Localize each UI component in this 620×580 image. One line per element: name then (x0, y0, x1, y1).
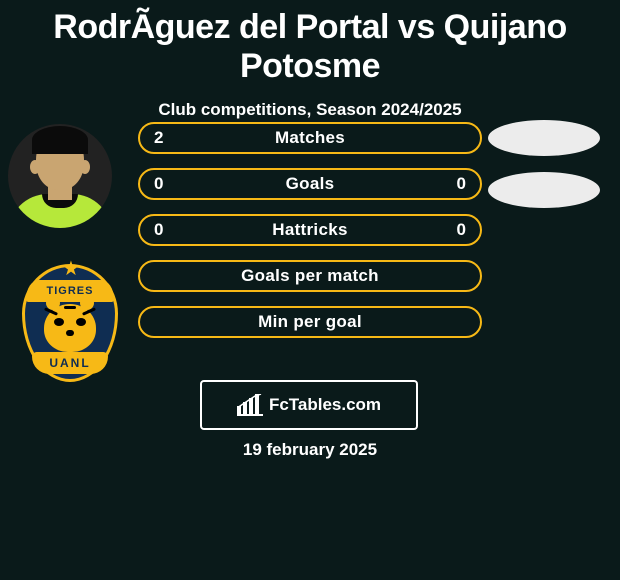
date-label: 19 february 2025 (0, 440, 620, 460)
stat-row-matches: 2 Matches (138, 122, 482, 154)
stat-label: Hattricks (272, 220, 347, 240)
player-avatar-right-placeholder (488, 120, 600, 156)
stat-label: Matches (275, 128, 345, 148)
stat-right-value: 0 (457, 174, 466, 194)
player-avatar-left (8, 124, 112, 228)
subtitle: Club competitions, Season 2024/2025 (0, 100, 620, 120)
stat-left-value: 0 (154, 220, 163, 240)
brand-text: FcTables.com (269, 395, 381, 415)
stat-left-value: 2 (154, 128, 163, 148)
crest-top-text: TIGRES (26, 280, 114, 302)
star-icon: ★ (62, 258, 80, 281)
stat-row-goals-per-match: Goals per match (138, 260, 482, 292)
tiger-icon (44, 304, 96, 352)
stat-label: Min per goal (258, 312, 362, 332)
stat-left-value: 0 (154, 174, 163, 194)
brand-badge[interactable]: FcTables.com (200, 380, 418, 430)
stat-label: Goals (286, 174, 335, 194)
stat-right-value: 0 (457, 220, 466, 240)
stat-label: Goals per match (241, 266, 379, 286)
comparison-card: RodrÃ­guez del Portal vs Quijano Potosme… (0, 0, 620, 580)
bar-chart-icon (237, 394, 263, 416)
stat-row-min-per-goal: Min per goal (138, 306, 482, 338)
crest-bottom-text: UANL (32, 352, 108, 374)
club-crest-right-placeholder (488, 172, 600, 208)
stat-row-hattricks: 0 Hattricks 0 (138, 214, 482, 246)
club-crest-left: ★ TIGRES UANL (18, 258, 122, 388)
stat-row-goals: 0 Goals 0 (138, 168, 482, 200)
page-title: RodrÃ­guez del Portal vs Quijano Potosme (0, 0, 620, 86)
